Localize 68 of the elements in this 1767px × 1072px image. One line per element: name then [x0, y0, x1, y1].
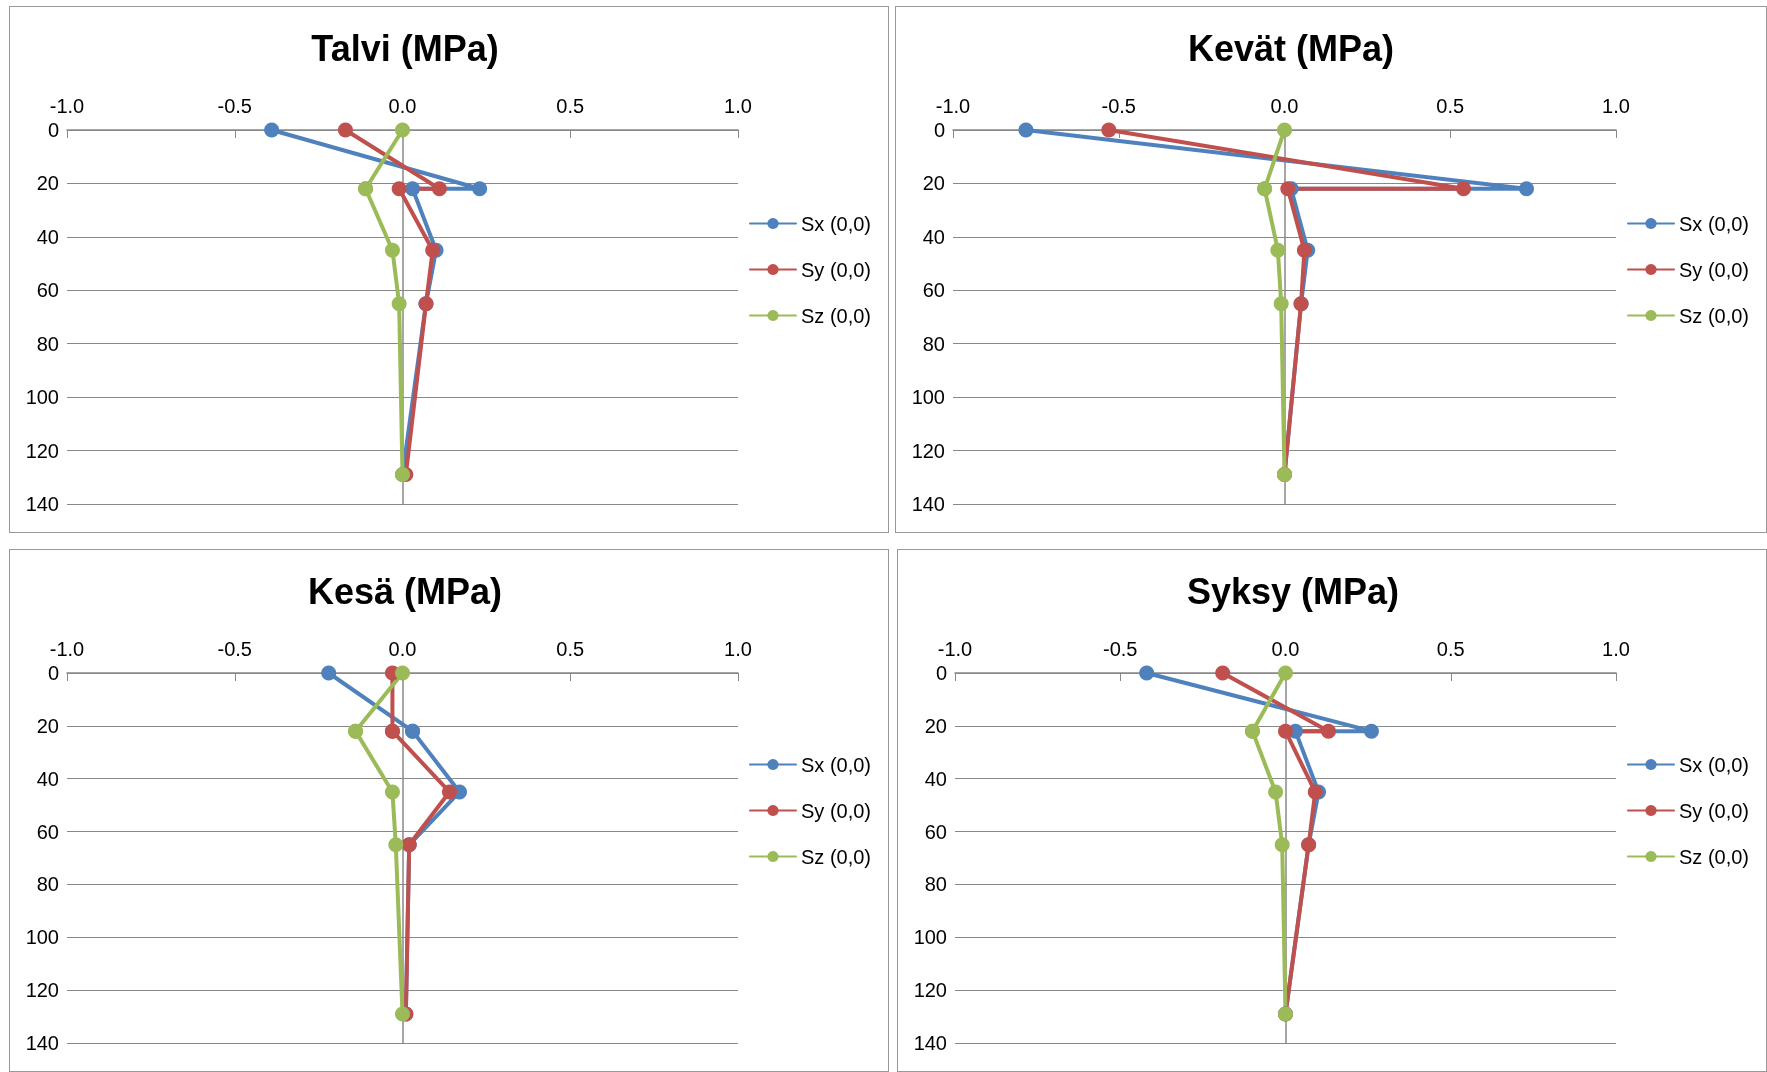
x-tick-label: -0.5: [217, 95, 252, 117]
y-tick-label: 80: [922, 332, 945, 355]
y-tick-label: 60: [924, 820, 947, 843]
y-tick-label: 140: [25, 493, 59, 515]
y-tick-label: 140: [911, 493, 945, 515]
y-tick-label: 80: [36, 873, 59, 896]
y-tick-label: 20: [924, 714, 947, 737]
y-tick-label: 40: [36, 225, 59, 248]
chart-title: Talvi (MPa): [311, 27, 499, 69]
x-tick-label: -1.0: [935, 95, 971, 117]
y-tick-label: 120: [25, 979, 59, 1002]
y-tick-label: 20: [36, 172, 59, 195]
chart-title: Kesä (MPa): [307, 570, 503, 612]
y-tick-label: 0: [933, 119, 945, 141]
x-tick-label: 0.5: [1436, 638, 1465, 660]
legend-label: Sz (0,0): [1678, 845, 1750, 868]
y-tick-label: 60: [36, 279, 59, 302]
x-tick-label: -0.5: [1101, 95, 1136, 117]
legend-label: Sy (0,0): [800, 799, 872, 822]
legend-label: Sz (0,0): [800, 304, 872, 327]
x-tick-label: 0.0: [388, 638, 417, 660]
x-tick-label: 0.0: [388, 95, 417, 117]
x-tick-label: -1.0: [49, 95, 85, 117]
legend-label: Sx (0,0): [800, 753, 872, 776]
y-tick-label: 80: [924, 873, 947, 896]
chart-title: Syksy (MPa): [1186, 570, 1400, 612]
y-tick-label: 40: [36, 767, 59, 790]
y-tick-label: 0: [935, 662, 947, 684]
x-tick-label: 1.0: [724, 95, 752, 117]
legend-label: Sy (0,0): [1678, 799, 1750, 822]
x-tick-label: -1.0: [49, 638, 85, 660]
legend-label: Sz (0,0): [1678, 304, 1750, 327]
y-tick-label: 60: [922, 279, 945, 302]
y-tick-label: 120: [913, 979, 947, 1002]
y-tick-label: 40: [924, 767, 947, 790]
y-tick-label: 100: [25, 386, 59, 409]
y-tick-label: 140: [25, 1032, 59, 1054]
legend-label: Sy (0,0): [800, 258, 872, 281]
x-tick-label: 1.0: [724, 638, 752, 660]
y-tick-label: 100: [913, 926, 947, 949]
x-tick-label: 1.0: [1602, 638, 1630, 660]
x-tick-label: 0.5: [556, 638, 585, 660]
y-tick-label: 20: [922, 172, 945, 195]
y-tick-label: 120: [911, 439, 945, 462]
y-tick-label: 0: [47, 662, 59, 684]
y-tick-label: 0: [47, 119, 59, 141]
y-tick-label: 100: [25, 926, 59, 949]
legend-label: Sz (0,0): [800, 845, 872, 868]
y-tick-label: 80: [36, 332, 59, 355]
y-tick-label: 120: [25, 439, 59, 462]
y-tick-label: 100: [911, 386, 945, 409]
x-tick-label: -1.0: [937, 638, 973, 660]
y-tick-label: 40: [922, 225, 945, 248]
x-tick-label: 0.5: [556, 95, 585, 117]
x-tick-label: 0.5: [1436, 95, 1465, 117]
y-tick-label: 140: [913, 1032, 947, 1054]
legend-label: Sx (0,0): [1678, 753, 1750, 776]
y-tick-label: 20: [36, 714, 59, 737]
x-tick-label: 0.0: [1271, 638, 1300, 660]
y-tick-label: 60: [36, 820, 59, 843]
x-tick-label: 1.0: [1602, 95, 1630, 117]
x-tick-label: -0.5: [1103, 638, 1138, 660]
chart-title: Kevät (MPa): [1187, 27, 1395, 69]
x-tick-label: -0.5: [217, 638, 252, 660]
legend-label: Sx (0,0): [1678, 212, 1750, 235]
legend-label: Sx (0,0): [800, 212, 872, 235]
x-tick-label: 0.0: [1270, 95, 1299, 117]
legend-label: Sy (0,0): [1678, 258, 1750, 281]
